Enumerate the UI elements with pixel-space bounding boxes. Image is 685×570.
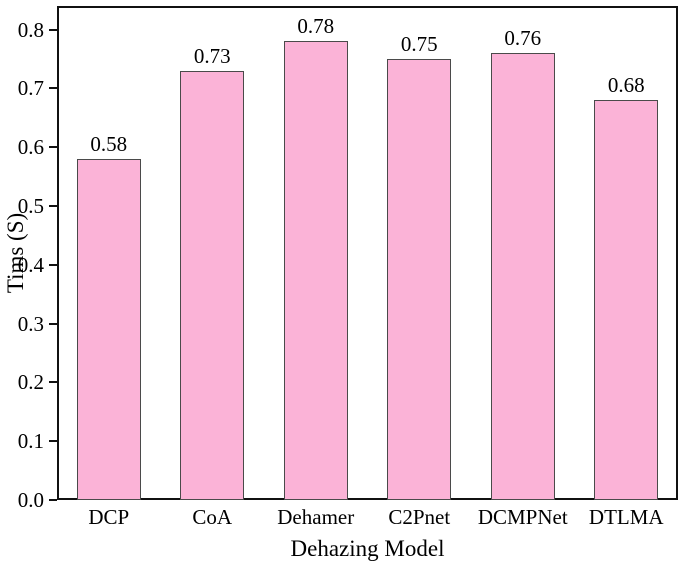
x-tick-label: DCMPNet	[477, 505, 568, 529]
y-tick-mark	[49, 322, 57, 325]
y-tick-label: 0.7	[17, 76, 44, 101]
y-tick-label: 0.8	[17, 17, 44, 42]
x-tick-label: DTLMA	[588, 505, 664, 529]
bar-value-label: 0.76	[504, 26, 542, 51]
bar-Dehamer	[283, 41, 348, 500]
bar-value-label: 0.58	[90, 131, 128, 156]
y-tick-mark	[49, 28, 57, 31]
x-tick-label: DCP	[88, 505, 130, 529]
y-tick-mark	[49, 263, 57, 266]
y-tick-label: 0.4	[17, 252, 44, 277]
y-tick-label: 0.2	[17, 370, 44, 395]
y-tick-label: 0.5	[17, 193, 44, 218]
y-tick-mark	[49, 440, 57, 443]
bar-value-label: 0.75	[400, 31, 438, 56]
y-tick-mark	[49, 204, 57, 207]
x-axis-title: Dehazing Model	[290, 536, 445, 561]
bar-DCP	[76, 158, 141, 500]
x-tick-label: C2Pnet	[388, 505, 451, 529]
bar-CoA	[180, 70, 245, 500]
bar-value-label: 0.78	[297, 14, 335, 39]
bar-DCMPNet	[490, 53, 555, 500]
x-tick-label: Dehamer	[277, 505, 355, 529]
bar-C2Pnet	[387, 58, 452, 500]
x-tick-label: CoA	[192, 505, 233, 529]
bar-value-label: 0.73	[193, 43, 231, 68]
bar-value-label: 0.68	[607, 73, 645, 98]
bar-DTLMA	[594, 100, 659, 500]
y-tick-mark	[49, 87, 57, 90]
y-tick-label: 0.1	[17, 429, 44, 454]
y-tick-label: 0.0	[17, 488, 44, 512]
y-tick-mark	[49, 146, 57, 149]
y-tick-mark	[49, 381, 57, 384]
y-tick-label: 0.3	[17, 311, 44, 336]
y-tick-label: 0.6	[17, 135, 44, 160]
plot-area	[57, 6, 678, 500]
y-tick-mark	[49, 499, 57, 501]
